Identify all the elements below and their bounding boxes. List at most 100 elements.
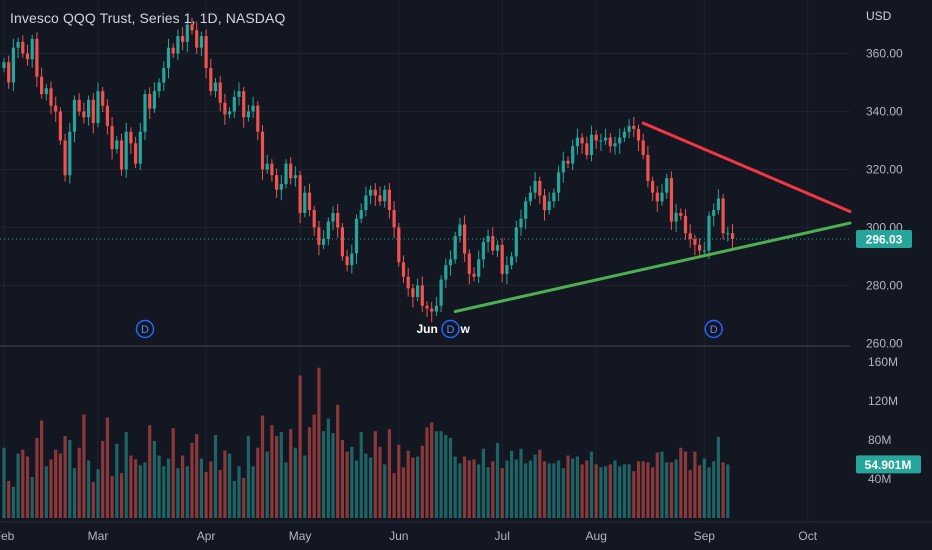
volume-bar (54, 449, 58, 518)
candle-body (434, 305, 438, 312)
dividend-marker-circle[interactable] (441, 319, 460, 339)
volume-bar (72, 468, 77, 518)
candle (538, 176, 542, 204)
candle-body (11, 47, 15, 83)
candle-body (96, 91, 100, 124)
volume-bar (510, 450, 514, 518)
volume-bar (49, 459, 53, 518)
candle-body (143, 94, 147, 132)
volume-bar (223, 450, 227, 518)
time-axis[interactable]: Feb Mar Apr May Jun Jul Aug Sep Oct (0, 521, 932, 543)
volume-bar (213, 435, 218, 518)
volume-bar (486, 467, 490, 518)
candle-body (674, 212, 678, 222)
volume-bar (110, 476, 114, 518)
candle (209, 58, 213, 96)
candle (730, 224, 735, 250)
candle-body (322, 239, 326, 245)
candle (359, 203, 363, 224)
volume-bar (293, 447, 297, 518)
candle (632, 116, 636, 138)
dividend-marker[interactable]: D (135, 319, 155, 339)
candle-body (594, 134, 598, 141)
candle-body (505, 265, 509, 274)
candle (340, 223, 344, 261)
candle-body (54, 105, 58, 112)
candle (298, 170, 302, 224)
candle-body (528, 192, 532, 202)
trendlines[interactable] (0, 121, 852, 314)
candle (289, 156, 293, 185)
candle (119, 133, 124, 176)
resistance-trendline[interactable] (641, 121, 852, 213)
candle-body (373, 189, 377, 196)
candle (307, 183, 312, 217)
candle (477, 250, 481, 284)
volume-bar (580, 464, 584, 518)
volume-bar (364, 453, 368, 518)
volume-bar (439, 431, 443, 518)
candle-body (336, 212, 340, 228)
volume-bar (2, 447, 6, 518)
volume-bar (698, 465, 702, 518)
candle (533, 172, 537, 200)
candle-body (134, 143, 138, 164)
volume-bar (25, 456, 30, 518)
volume-bar (30, 477, 34, 518)
dividend-marker[interactable]: D (704, 319, 723, 339)
dividend-marker-circle[interactable] (135, 319, 155, 339)
candle-body (712, 210, 716, 216)
dividend-marker-label: D (141, 324, 149, 336)
candle (411, 283, 415, 308)
candle-body (232, 96, 236, 112)
candle-body (176, 36, 180, 54)
volume-bar (505, 460, 509, 518)
candle-body (115, 140, 119, 150)
candle (228, 107, 232, 119)
candle (279, 174, 283, 201)
candle (674, 203, 678, 233)
price-axis[interactable]: 360.00340.00320.00300.00280.00260.00296.… (856, 46, 912, 350)
dividend-marker[interactable]: D (441, 319, 460, 339)
candle-body (284, 163, 288, 184)
candle-body (524, 201, 528, 219)
candle-body (655, 192, 659, 202)
candle (7, 55, 11, 89)
last-volume-badge (856, 455, 921, 474)
volume-bar (378, 446, 382, 518)
volume-bar (383, 464, 387, 518)
dividend-marker-circle[interactable] (704, 319, 723, 339)
volume-bar (707, 467, 711, 518)
candle (105, 99, 109, 135)
volume-bar (143, 462, 147, 518)
event-markers[interactable]: Jun wD D D (135, 319, 723, 339)
candle (726, 226, 730, 242)
volume-bar (557, 460, 561, 518)
candle-body (298, 175, 302, 213)
candlesticks (2, 17, 735, 322)
candle-body (679, 212, 683, 216)
volume-bar (16, 453, 20, 518)
candle (613, 136, 617, 155)
candle (54, 96, 58, 122)
month-label: Aug (586, 529, 607, 543)
candle (651, 176, 655, 202)
candle (72, 95, 77, 143)
candle (162, 61, 166, 91)
candle (11, 38, 15, 91)
candle (406, 267, 410, 297)
candle (721, 194, 725, 240)
candle-body (726, 233, 730, 235)
candle (627, 119, 631, 139)
volume-bar (613, 460, 617, 518)
support-trendline[interactable] (453, 221, 852, 314)
candle (336, 203, 340, 238)
volume-bar (124, 432, 128, 518)
volume-bar (242, 477, 246, 518)
candle (157, 78, 161, 98)
candle (716, 189, 720, 215)
candle (58, 107, 62, 145)
candle-body (547, 201, 551, 211)
